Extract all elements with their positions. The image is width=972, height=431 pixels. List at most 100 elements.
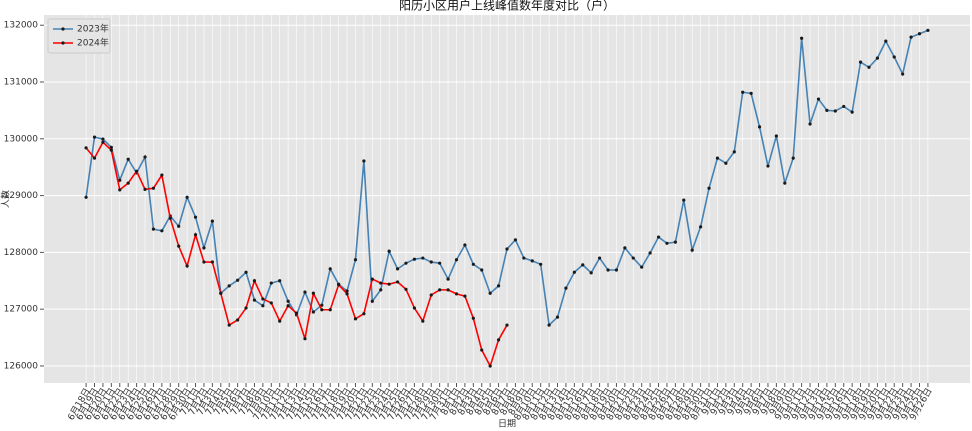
data-point — [774, 134, 778, 138]
data-point — [614, 268, 619, 272]
x-axis-label: 日期 — [498, 419, 516, 430]
data-point — [101, 140, 105, 144]
data-point — [581, 263, 585, 267]
y-axis-label: 人数 — [0, 190, 12, 208]
data-point — [496, 338, 501, 342]
data-point — [800, 36, 804, 40]
data-point — [884, 39, 888, 43]
data-point — [269, 281, 273, 285]
data-point — [252, 279, 257, 283]
data-point — [682, 198, 686, 202]
data-point — [362, 159, 366, 163]
data-point — [631, 256, 635, 260]
data-point — [303, 337, 307, 341]
data-point — [539, 262, 543, 266]
data-point — [690, 248, 694, 252]
y-tick-label: 127000 — [4, 305, 39, 315]
data-point — [564, 286, 568, 290]
data-point — [757, 125, 762, 129]
data-point — [185, 195, 189, 199]
data-point — [118, 188, 122, 192]
data-point — [463, 243, 467, 247]
data-point — [210, 219, 214, 223]
data-point — [320, 303, 324, 307]
data-point — [236, 278, 240, 282]
data-point — [353, 317, 358, 321]
data-point — [547, 323, 551, 327]
data-point — [135, 169, 139, 173]
data-point — [202, 260, 206, 264]
data-point — [286, 304, 290, 308]
data-point — [126, 157, 130, 161]
data-point — [808, 122, 812, 126]
data-point — [656, 235, 661, 239]
data-point — [530, 259, 534, 263]
data-point — [892, 55, 896, 59]
data-point — [606, 268, 610, 272]
data-point — [421, 256, 425, 260]
data-point — [842, 104, 846, 109]
data-point — [278, 319, 282, 323]
data-point — [84, 146, 88, 150]
data-point — [623, 246, 627, 250]
data-point — [202, 246, 206, 250]
data-point — [143, 155, 147, 159]
data-point — [84, 195, 88, 199]
legend-label: 2023年 — [77, 23, 109, 35]
data-point — [278, 279, 282, 283]
data-point — [648, 251, 652, 255]
data-point — [311, 310, 315, 314]
data-point — [286, 299, 290, 303]
data-point — [555, 315, 560, 319]
data-point — [328, 267, 332, 271]
data-point — [412, 257, 416, 261]
data-point — [160, 229, 164, 233]
data-point — [572, 270, 576, 274]
data-point — [244, 270, 248, 274]
data-point — [926, 28, 930, 32]
data-point — [118, 178, 122, 182]
legend: 2023年 2024年 — [47, 18, 111, 54]
data-point — [210, 260, 214, 264]
data-point — [909, 35, 913, 39]
data-point — [438, 261, 442, 265]
data-point — [387, 282, 391, 286]
data-point — [715, 156, 720, 160]
data-point — [387, 249, 391, 253]
data-point — [244, 306, 248, 310]
data-point — [151, 227, 156, 231]
data-point — [421, 319, 425, 323]
data-point — [480, 348, 484, 352]
data-point — [699, 225, 703, 229]
legend-marker — [61, 27, 65, 31]
data-point — [749, 91, 753, 95]
data-point — [598, 256, 602, 260]
data-point — [505, 247, 509, 251]
data-point — [917, 32, 922, 36]
data-point — [404, 287, 408, 291]
data-point — [193, 233, 198, 237]
data-point — [328, 308, 332, 312]
chart-title: 阳历小区用户上线峰值数年度对比（户） — [399, 0, 615, 13]
data-point — [395, 280, 400, 284]
data-point — [151, 186, 156, 190]
data-point — [109, 145, 113, 149]
data-point — [429, 260, 433, 264]
data-point — [311, 291, 315, 295]
data-point — [404, 261, 408, 265]
data-point — [488, 364, 492, 368]
data-point — [379, 281, 383, 285]
y-tick-label: 128000 — [4, 248, 39, 258]
data-point — [496, 284, 501, 288]
data-point — [724, 161, 728, 165]
data-point — [261, 304, 265, 308]
data-point — [825, 108, 829, 113]
data-point — [337, 283, 341, 287]
data-point — [438, 288, 442, 292]
data-point — [665, 241, 669, 245]
data-point — [858, 60, 863, 64]
data-point — [160, 173, 164, 177]
data-point — [227, 323, 231, 327]
data-point — [126, 181, 130, 185]
